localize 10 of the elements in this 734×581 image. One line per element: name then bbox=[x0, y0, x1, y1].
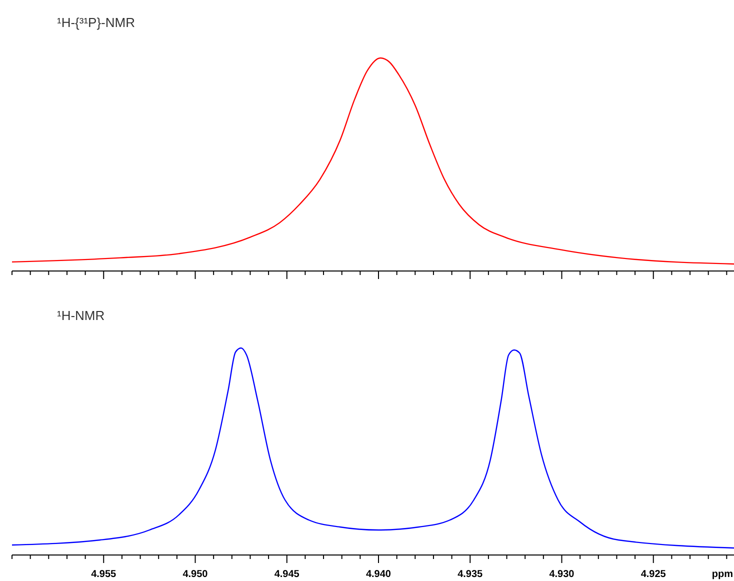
x-tick-label: 4.935 bbox=[458, 569, 484, 580]
x-axis-title: ppm bbox=[712, 569, 734, 580]
chart-title: ¹H-NMR bbox=[57, 308, 105, 323]
x-tick-label: 4.955 bbox=[91, 569, 117, 580]
x-tick-label: 4.925 bbox=[640, 569, 666, 580]
x-tick-label: 4.940 bbox=[366, 569, 392, 580]
x-tick-label: 4.950 bbox=[182, 569, 208, 580]
chart-title: ¹H-{³¹P}-NMR bbox=[57, 15, 135, 30]
x-tick-label: 4.930 bbox=[549, 569, 575, 580]
x-tick-label: 4.945 bbox=[274, 569, 300, 580]
